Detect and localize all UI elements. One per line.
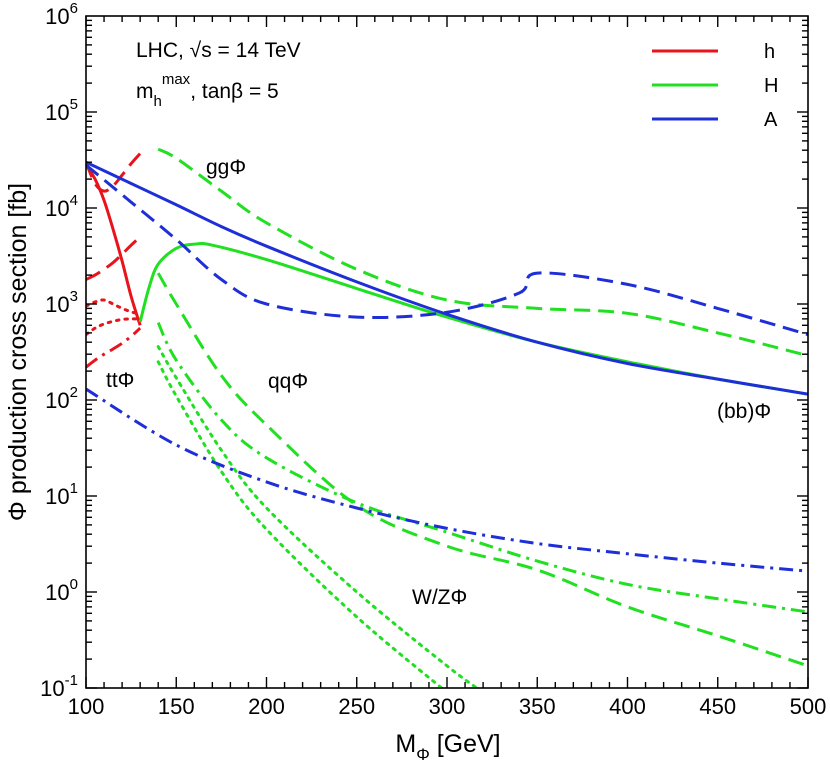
legend-label-A: A <box>764 109 778 131</box>
series-h-2 <box>86 235 142 281</box>
x-tick-label: 350 <box>519 694 556 719</box>
series-layer <box>86 147 808 688</box>
y-tick-label: 102 <box>45 384 78 413</box>
series-H-8 <box>156 272 808 668</box>
x-axis-title: MΦ [GeV] <box>395 730 500 763</box>
series-A-13 <box>86 163 808 337</box>
y-axis-ticks: 10-1 100 101 102 103 104 105 106 <box>40 0 808 701</box>
y-tick-label: 104 <box>45 192 78 221</box>
y-tick-label: 10-1 <box>40 672 78 701</box>
series-h-5 <box>86 327 142 369</box>
series-A-14 <box>86 387 808 573</box>
x-tick-label: 150 <box>158 694 195 719</box>
y-axis-title: Φ production cross section [fb] <box>4 183 32 521</box>
label-bb-phi: (bb)Φ <box>717 400 771 423</box>
series-h-1 <box>86 164 142 326</box>
x-axis-ticks: 100 150 200 250 300 350 400 450 500 <box>68 16 827 719</box>
x-tick-label: 250 <box>338 694 375 719</box>
energy-annotation: LHC, √s = 14 TeV <box>136 39 301 62</box>
series-H-9 <box>156 321 808 614</box>
x-tick-label: 500 <box>790 694 827 719</box>
series-A-12 <box>86 160 808 396</box>
legend-label-H: H <box>764 75 778 97</box>
x-tick-label: 450 <box>699 694 736 719</box>
x-tick-label: 300 <box>429 694 466 719</box>
label-wz-phi: W/ZΦ <box>412 586 467 609</box>
series-h-3 <box>86 298 142 316</box>
y-tick-label: 103 <box>45 288 78 317</box>
series-H-7 <box>138 242 808 396</box>
series-H-6 <box>157 147 808 358</box>
y-tick-label: 100 <box>45 576 78 605</box>
series-h-4 <box>86 317 142 337</box>
y-tick-label: 106 <box>45 0 78 29</box>
label-tt-phi: ttΦ <box>106 369 134 392</box>
legend-label-h: h <box>764 41 775 63</box>
legend: hHA <box>652 41 778 131</box>
label-qq-phi: qqΦ <box>268 370 308 393</box>
series-H-10 <box>156 345 480 688</box>
y-tick-label: 101 <box>45 480 78 509</box>
series-h-0 <box>86 152 142 193</box>
x-tick-label: 400 <box>609 694 646 719</box>
scenario-annotation: mhmax, tanβ = 5 <box>136 71 279 110</box>
label-gg-phi: ggΦ <box>206 156 246 179</box>
x-tick-label: 100 <box>68 694 105 719</box>
y-tick-label: 105 <box>45 96 78 125</box>
series-H-11 <box>156 360 445 688</box>
x-tick-label: 200 <box>248 694 285 719</box>
